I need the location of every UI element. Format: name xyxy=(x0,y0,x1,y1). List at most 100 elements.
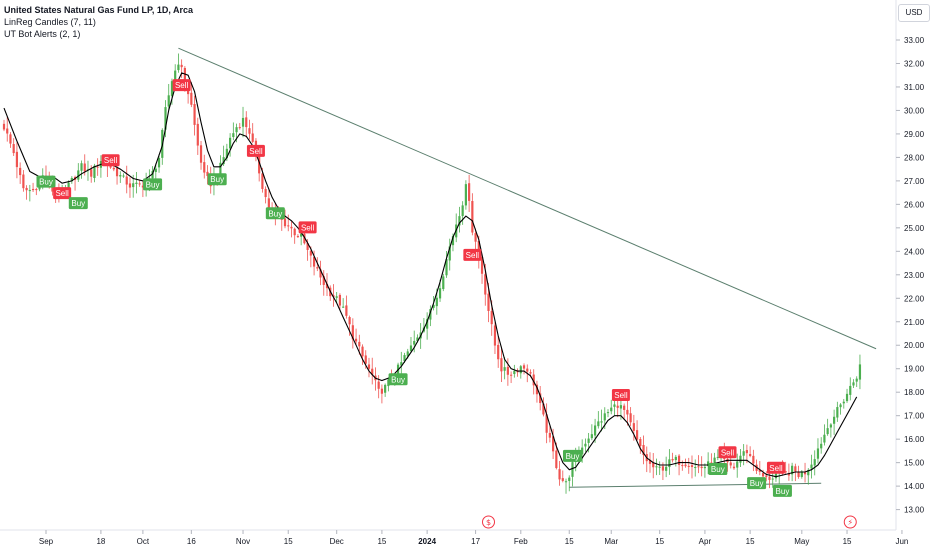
candle-body xyxy=(225,148,228,159)
candle-body xyxy=(300,233,303,237)
candle-body xyxy=(564,481,568,483)
price-tick-label: 29.00 xyxy=(904,130,925,139)
candle-body xyxy=(690,465,694,468)
candle-body xyxy=(642,445,645,456)
candle-body xyxy=(597,421,600,427)
sell-signal: Sell xyxy=(298,221,317,234)
candle-body xyxy=(128,183,132,188)
candle-body xyxy=(529,372,532,374)
candle-body xyxy=(25,187,28,191)
candle-body xyxy=(648,459,652,464)
event-circle[interactable] xyxy=(843,515,857,529)
sell-badge xyxy=(172,79,191,92)
candle-body xyxy=(290,226,293,229)
sell-signal: Sell xyxy=(463,248,482,261)
time-tick-label: 15 xyxy=(284,537,293,546)
signal-label: Sell xyxy=(104,156,118,165)
candle-body xyxy=(193,104,196,125)
candle-body xyxy=(561,478,564,481)
candle-body xyxy=(157,157,161,168)
candle-body xyxy=(613,404,616,407)
sell-signal: Sell xyxy=(246,144,265,157)
symbol-title[interactable]: United States Natural Gas Fund LP, 1D, A… xyxy=(4,5,194,15)
candle-body xyxy=(283,218,287,227)
sell-badge xyxy=(246,144,265,157)
candle-body xyxy=(568,477,571,481)
event-glyph: ⚡ xyxy=(847,518,853,527)
candle-body xyxy=(713,457,716,467)
candle-body xyxy=(674,456,677,461)
candle-body xyxy=(652,462,655,468)
candle-body xyxy=(409,345,413,352)
candle-body xyxy=(681,465,684,467)
candle-body xyxy=(684,464,687,467)
price-tick-label: 13.00 xyxy=(904,506,925,515)
buy-badge xyxy=(207,173,227,186)
buy-signal: Buy xyxy=(68,197,88,210)
candle-body xyxy=(222,157,225,165)
trendline-layer xyxy=(178,47,877,488)
candle-body xyxy=(241,117,245,127)
candle-body xyxy=(287,225,290,227)
time-tick-label: Jun xyxy=(895,537,908,546)
indicator-ut-bot-alerts[interactable]: UT Bot Alerts (2, 1) xyxy=(4,29,81,39)
candle-body xyxy=(80,163,83,171)
candle-body xyxy=(132,183,135,188)
candle-body xyxy=(626,409,629,415)
candle-body xyxy=(70,177,73,182)
buy-signal: Buy xyxy=(708,462,728,475)
time-axis[interactable]: Sep 18 Oct 16 Nov 15 Dec 15 2024 17 Feb 15 Mar 15 Apr 1… xyxy=(0,529,908,546)
candle-body xyxy=(839,404,842,408)
candle-body xyxy=(522,365,526,369)
chart-legend: United States Natural Gas Fund LP, 1D, A… xyxy=(4,4,193,40)
candle-body xyxy=(190,92,193,105)
time-tick-label: 15 xyxy=(377,537,386,546)
candle-body xyxy=(206,171,209,176)
earnings-icon[interactable]: ⚡ xyxy=(843,515,857,529)
candle-body xyxy=(487,293,490,311)
buy-signal: Buy xyxy=(207,173,227,186)
candle-body xyxy=(555,450,558,469)
candle-body xyxy=(471,201,474,233)
signal-label: Buy xyxy=(71,199,85,208)
event-circle[interactable] xyxy=(482,515,495,529)
candle-body xyxy=(849,385,852,395)
candle-body xyxy=(632,423,635,431)
candle-body xyxy=(413,340,416,345)
candle-body xyxy=(335,296,338,298)
signal-label: Sell xyxy=(721,448,735,457)
price-tick-label: 14.00 xyxy=(904,482,925,491)
candle-body xyxy=(497,344,500,360)
candle-body xyxy=(380,388,384,394)
buy-signal: Buy xyxy=(265,207,285,220)
price-tick-label: 22.00 xyxy=(904,294,925,303)
candle-body xyxy=(312,256,316,267)
indicator-linreg-candles[interactable]: LinReg Candles (7, 11) xyxy=(4,17,96,27)
sell-signal: Sell xyxy=(718,446,737,459)
candle-body xyxy=(752,455,755,464)
buy-badge xyxy=(747,477,767,490)
candle-body xyxy=(736,461,739,468)
currency-button[interactable]: USD xyxy=(898,4,930,22)
dividend-icon[interactable]: $ xyxy=(482,515,495,529)
candle-body xyxy=(90,169,93,177)
sell-signal: Sell xyxy=(101,154,120,167)
candle-body xyxy=(296,236,300,238)
price-tick-label: 17.00 xyxy=(904,412,925,421)
price-axis[interactable]: 13.00 14.00 15.00 16.00 17.00 18.00 19.00 20.00… xyxy=(895,0,925,530)
signal-label: Buy xyxy=(391,375,405,384)
candle-body xyxy=(665,466,668,471)
candle-body xyxy=(251,133,254,142)
candle-body xyxy=(122,175,125,177)
candle-body xyxy=(694,466,697,468)
candle-body xyxy=(623,405,626,410)
signal-label: Buy xyxy=(268,209,282,218)
candle-body xyxy=(858,364,862,380)
sell-badge xyxy=(611,389,630,402)
candle-body xyxy=(519,366,522,374)
candle-body xyxy=(354,338,358,342)
candle-body xyxy=(616,405,619,408)
price-tick-label: 24.00 xyxy=(904,247,925,256)
candle-body xyxy=(823,434,826,443)
